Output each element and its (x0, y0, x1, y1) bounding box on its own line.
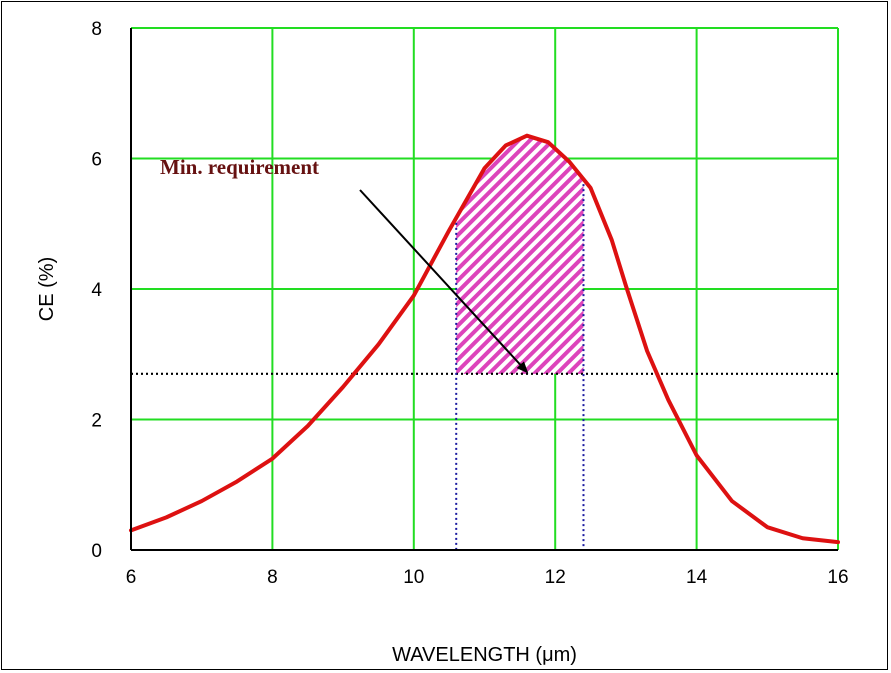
y-tick-label: 4 (91, 280, 102, 301)
tick-labels: 6 8 10 12 14 16 0 2 4 6 8 (91, 19, 848, 588)
annotation-arrow (359, 189, 529, 374)
x-tick-label: 8 (267, 567, 278, 588)
y-tick-label: 2 (91, 411, 102, 432)
x-tick-label: 10 (403, 567, 424, 588)
y-axis-label: CE (%) (36, 257, 58, 321)
ce-curve (129, 133, 840, 545)
y-tick-label: 0 (91, 541, 102, 562)
min-requirement-region (456, 135, 584, 374)
series-lines (129, 133, 840, 545)
hatched-region (456, 135, 584, 374)
y-tick-label: 8 (91, 19, 102, 40)
x-tick-label: 16 (827, 567, 848, 588)
annotation: Min. requirement (160, 155, 529, 374)
x-tick-label: 6 (126, 567, 137, 588)
x-tick-label: 12 (545, 567, 566, 588)
y-tick-label: 6 (91, 150, 102, 171)
min-requirement-label: Min. requirement (160, 155, 319, 179)
guide-lines (131, 179, 838, 550)
x-tick-label: 14 (686, 567, 708, 588)
axes (130, 28, 838, 551)
x-axis-label: WAVELENGTH (μm) (392, 644, 577, 666)
